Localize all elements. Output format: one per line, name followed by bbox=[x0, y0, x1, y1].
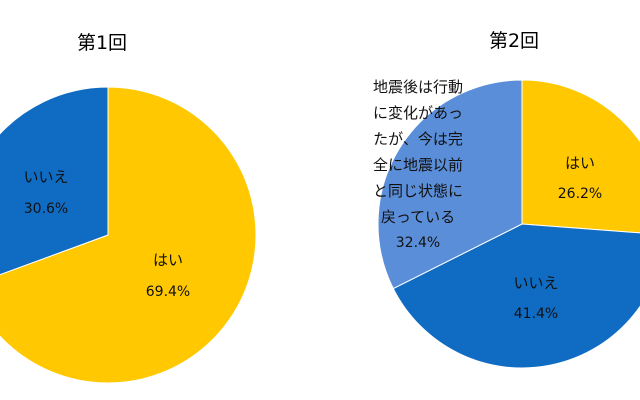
chart-1-slice-no bbox=[0, 86, 109, 276]
chart-2-slice-label-changed-back: 地震後は行動 に変化があっ たが、今は完 全に地震以前 と同じ状態に 戻っている bbox=[373, 78, 463, 226]
chart-2-slice-label-no: いいえ bbox=[513, 274, 558, 292]
pie-chart-2: 第2回 はい 26.2% いいえ 41.4% 地震後は行動 に変化があっ たが、… bbox=[373, 30, 640, 369]
chart-2-slice-yes bbox=[521, 79, 640, 234]
chart-1-title: 第1回 bbox=[77, 32, 127, 54]
chart-2-slice-label-yes: はい bbox=[565, 154, 595, 172]
chart-2-title: 第2回 bbox=[489, 30, 539, 52]
chart-2-slice-value-changed-back: 32.4% bbox=[396, 235, 440, 251]
chart-2-labels: はい 26.2% いいえ 41.4% 地震後は行動 に変化があっ たが、今は完 … bbox=[373, 78, 602, 322]
chart-1-slice-value-yes: 69.4% bbox=[146, 284, 190, 300]
chart-2-slice-changed-back bbox=[377, 79, 523, 290]
chart-2-label-line: に変化があっ bbox=[373, 104, 463, 122]
chart-1-slices bbox=[0, 86, 257, 384]
chart-2-slices bbox=[377, 79, 640, 369]
chart-2-label-line: 戻っている bbox=[381, 208, 455, 226]
chart-2-label-line: 全に地震以前 bbox=[373, 156, 463, 174]
pie-chart-1: 第1回 はい 69.4% いいえ 30.6% bbox=[0, 32, 257, 384]
chart-1-slice-value-no: 30.6% bbox=[24, 201, 68, 217]
chart-2-label-line: 地震後は行動 bbox=[373, 78, 463, 96]
chart-1-slice-yes bbox=[0, 86, 257, 384]
chart-2-slice-no bbox=[392, 223, 640, 369]
chart-1-slice-label-no: いいえ bbox=[23, 168, 68, 186]
chart-1-slice-label-yes: はい bbox=[153, 251, 183, 269]
chart-1-labels: はい 69.4% いいえ 30.6% bbox=[23, 168, 190, 300]
chart-2-slice-value-yes: 26.2% bbox=[558, 186, 602, 202]
chart-2-slice-value-no: 41.4% bbox=[514, 306, 558, 322]
chart-2-label-line: と同じ状態に bbox=[373, 182, 463, 200]
chart-2-label-line: たが、今は完 bbox=[373, 130, 463, 148]
